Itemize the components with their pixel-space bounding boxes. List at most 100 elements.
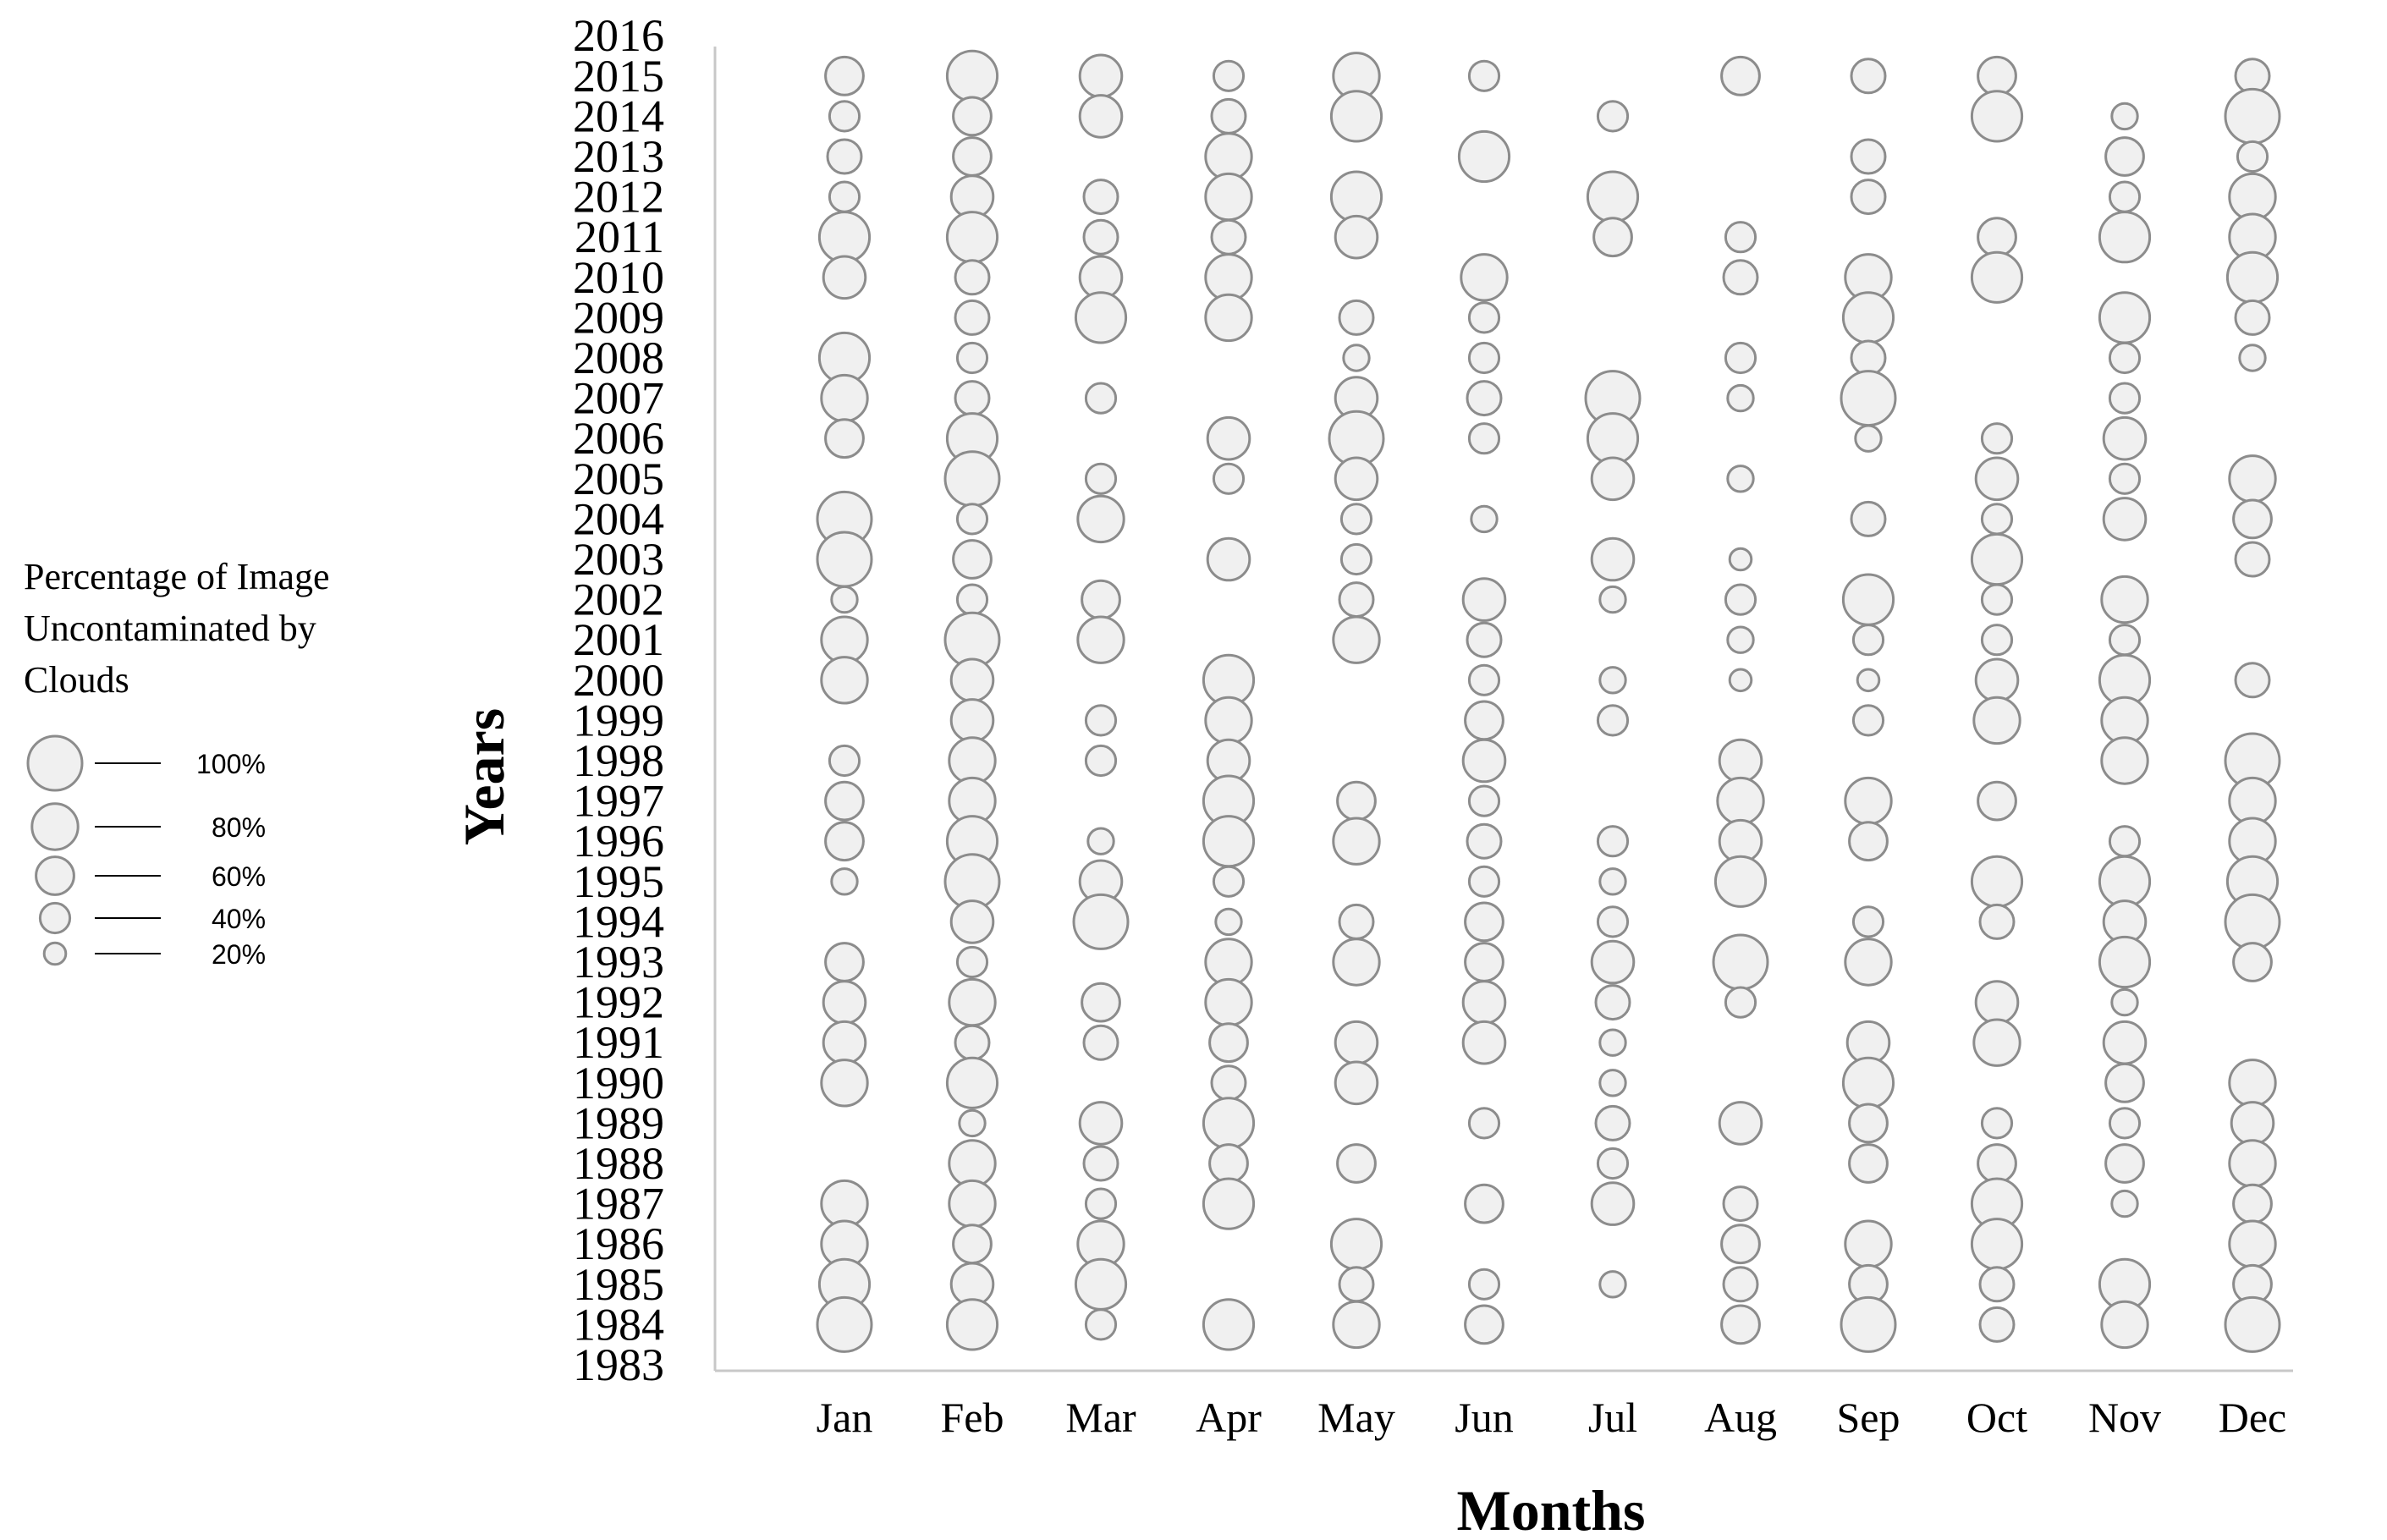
x-tick-sep: Sep [1837,1394,1900,1441]
bubble-jul-1994 [1596,905,1630,938]
bubble-may-2004 [1339,503,1373,536]
bubble-sep-1993 [1844,938,1893,987]
y-tick-2009: 2009 [573,292,664,343]
bubble-nov-1996 [2108,825,2142,858]
bubble-oct-1984 [1978,1306,2016,1343]
bubble-sep-1994 [1851,905,1885,938]
bubble-may-1993 [1332,938,1381,987]
bubble-nov-2004 [2102,497,2148,542]
bubble-apr-1994 [1214,907,1243,937]
bubble-mar-1991 [1082,1024,1119,1061]
bubble-sep-2008 [1850,339,1887,377]
bubble-feb-1993 [955,945,989,979]
x-tick-oct: Oct [1966,1394,2027,1441]
bubble-apr-1987 [1202,1177,1256,1230]
bubble-nov-1995 [2098,855,2152,908]
bubble-jan-1998 [828,744,861,778]
bubble-jul-1992 [1594,984,1631,1021]
bubble-jul-1985 [1598,1270,1627,1299]
bubble-sep-2015 [1850,58,1887,95]
bubble-nov-2011 [2098,211,2152,264]
bubble-may-2002 [1338,581,1375,619]
y-tick-1985: 1985 [573,1259,664,1310]
bubble-apr-1996 [1202,815,1256,868]
bubble-jan-1996 [824,821,865,862]
y-tick-1994: 1994 [573,896,664,947]
legend-bubble-100 [26,734,84,792]
bubble-jun-2015 [1467,59,1501,92]
y-tick-2014: 2014 [573,91,664,141]
bubble-dec-1989 [2230,1101,2275,1146]
bubble-jan-1992 [822,980,867,1025]
bubble-aug-1993 [1712,933,1769,991]
bubble-mar-1998 [1084,744,1118,778]
bubble-apr-1995 [1212,865,1246,898]
bubble-jun-1994 [1464,901,1504,943]
bubble-sep-2001 [1851,624,1885,657]
bubble-oct-1986 [1970,1218,2024,1271]
bubble-dec-2004 [2232,498,2273,540]
bubble-jun-2002 [1461,577,1507,622]
bubble-jun-2001 [1466,621,1503,658]
bubble-may-2008 [1342,344,1371,372]
bubble-aug-2008 [1724,341,1757,375]
bubbles [816,49,2281,1353]
x-tick-mar: Mar [1065,1394,1136,1441]
bubble-nov-2006 [2102,415,2148,461]
bubble-jan-2006 [824,418,865,459]
bubble-nov-1990 [2104,1062,2145,1103]
bubble-oct-2004 [1980,503,2014,536]
y-tick-2005: 2005 [573,454,664,504]
bubble-sep-2009 [1841,291,1895,344]
bubble-feb-2015 [945,49,999,102]
bubble-may-1997 [1336,780,1377,822]
bubble-jul-1989 [1594,1104,1631,1141]
bubble-oct-2005 [1974,456,2020,502]
bubble-dec-2003 [2234,541,2271,578]
bubble-feb-2003 [952,539,993,580]
bubble-may-2014 [1329,90,1383,143]
bubble-feb-1989 [958,1108,987,1138]
bubble-jul-2011 [1592,217,1633,258]
bubble-jul-2005 [1590,456,1636,502]
bubble-sep-2002 [1841,573,1895,626]
y-tick-1998: 1998 [573,735,664,786]
bubble-jul-2002 [1598,585,1627,614]
x-tick-labels: Jan Feb Mar Apr May Jun Jul Aug Sep Oct Nov Dec [817,1394,2287,1441]
bubble-jul-2012 [1586,170,1640,223]
bubble-feb-2009 [954,299,991,336]
y-tick-1995: 1995 [573,856,664,907]
bubble-oct-2014 [1970,90,2024,143]
bubble-dec-2013 [2236,140,2269,173]
y-tick-1988: 1988 [573,1138,664,1189]
bubble-sep-2006 [1854,424,1883,453]
y-tick-2016: 2016 [573,10,664,61]
bubble-oct-1991 [1972,1018,2021,1067]
x-tick-feb: Feb [941,1394,1004,1441]
bubble-dec-1994 [2224,893,2281,950]
bubble-nov-2008 [2108,341,2142,375]
bubble-dec-2015 [2234,58,2271,95]
x-tick-aug: Aug [1704,1394,1777,1441]
bubble-jul-1990 [1598,1069,1627,1097]
bubble-aug-2003 [1728,547,1753,572]
bubble-may-2009 [1338,299,1375,336]
y-tick-2013: 2013 [573,131,664,182]
bubble-apr-2011 [1210,218,1247,256]
bubble-mar-1992 [1081,982,1121,1023]
bubble-may-2005 [1334,456,1379,502]
x-tick-nov: Nov [2088,1394,2161,1441]
bubble-jun-2006 [1467,422,1501,455]
bubble-dec-1986 [2228,1219,2277,1268]
bubble-oct-2002 [1980,583,2014,616]
bubble-may-1988 [1336,1143,1377,1184]
bubble-mar-1999 [1084,704,1118,737]
bubble-aug-2005 [1726,465,1755,493]
bubble-jul-1993 [1590,939,1636,985]
bubble-nov-1998 [2100,736,2149,785]
bubble-dec-1993 [2232,942,2273,982]
bubble-apr-2014 [1210,97,1247,135]
bubble-jun-2009 [1467,301,1501,334]
bubble-sep-2007 [1840,370,1897,427]
bubble-feb-1991 [954,1024,991,1061]
